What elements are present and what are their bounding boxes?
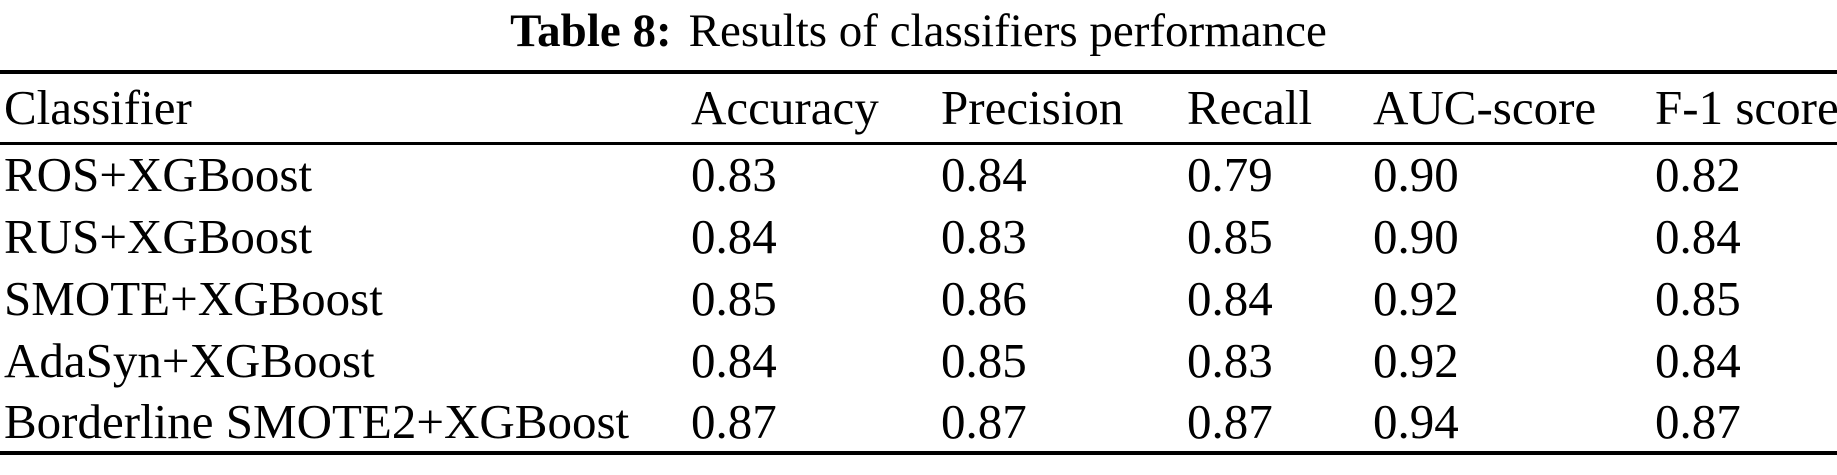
column-header-f1-score: F-1 score <box>1655 80 1837 136</box>
cell-precision: 0.86 <box>941 270 1027 326</box>
table-row-adasyn-xgboost: AdaSyn+XGBoost 0.84 0.85 0.83 0.92 0.84 <box>0 329 1837 391</box>
cell-classifier: AdaSyn+XGBoost <box>4 332 375 388</box>
cell-auc-score: 0.92 <box>1373 332 1459 388</box>
column-header-auc-score: AUC-score <box>1373 80 1597 136</box>
cell-classifier: Borderline SMOTE2+XGBoost <box>4 393 630 449</box>
cell-f1-score: 0.85 <box>1655 270 1741 326</box>
cell-accuracy: 0.85 <box>691 270 777 326</box>
cell-recall: 0.85 <box>1187 208 1273 264</box>
cell-precision: 0.83 <box>941 208 1027 264</box>
column-header-precision: Precision <box>941 80 1124 136</box>
results-table: Classifier Accuracy Precision Recall AUC… <box>0 70 1837 455</box>
column-header-classifier: Classifier <box>4 80 192 136</box>
cell-auc-score: 0.92 <box>1373 270 1459 326</box>
table-caption-text: Results of classifiers performance <box>688 5 1327 57</box>
cell-auc-score: 0.90 <box>1373 208 1459 264</box>
cell-f1-score: 0.87 <box>1655 393 1741 449</box>
cell-recall: 0.87 <box>1187 393 1273 449</box>
cell-recall: 0.83 <box>1187 332 1273 388</box>
cell-auc-score: 0.90 <box>1373 147 1459 203</box>
table-caption-label: Table 8: <box>510 5 672 57</box>
cell-precision: 0.85 <box>941 332 1027 388</box>
table-row-rus-xgboost: RUS+XGBoost 0.84 0.83 0.85 0.90 0.84 <box>0 205 1837 267</box>
cell-f1-score: 0.84 <box>1655 208 1741 264</box>
table-row-ros-xgboost: ROS+XGBoost 0.83 0.84 0.79 0.90 0.82 <box>0 143 1837 205</box>
cell-f1-score: 0.84 <box>1655 332 1741 388</box>
cell-classifier: RUS+XGBoost <box>4 208 313 264</box>
cell-auc-score: 0.94 <box>1373 393 1459 449</box>
column-header-accuracy: Accuracy <box>691 80 879 136</box>
cell-accuracy: 0.84 <box>691 332 777 388</box>
cell-classifier: ROS+XGBoost <box>4 147 313 203</box>
table-row-borderline-smote2-xgboost: Borderline SMOTE2+XGBoost 0.87 0.87 0.87… <box>0 391 1837 453</box>
cell-accuracy: 0.84 <box>691 208 777 264</box>
column-header-recall: Recall <box>1187 80 1313 136</box>
cell-recall: 0.84 <box>1187 270 1273 326</box>
table-row-smote-xgboost: SMOTE+XGBoost 0.85 0.86 0.84 0.92 0.85 <box>0 267 1837 329</box>
cell-precision: 0.84 <box>941 147 1027 203</box>
table-header-row: Classifier Accuracy Precision Recall AUC… <box>0 72 1837 143</box>
cell-accuracy: 0.87 <box>691 393 777 449</box>
cell-f1-score: 0.82 <box>1655 147 1741 203</box>
cell-accuracy: 0.83 <box>691 147 777 203</box>
cell-classifier: SMOTE+XGBoost <box>4 270 383 326</box>
cell-recall: 0.79 <box>1187 147 1273 203</box>
table-caption: Table 8: Results of classifiers performan… <box>0 0 1837 57</box>
cell-precision: 0.87 <box>941 393 1027 449</box>
